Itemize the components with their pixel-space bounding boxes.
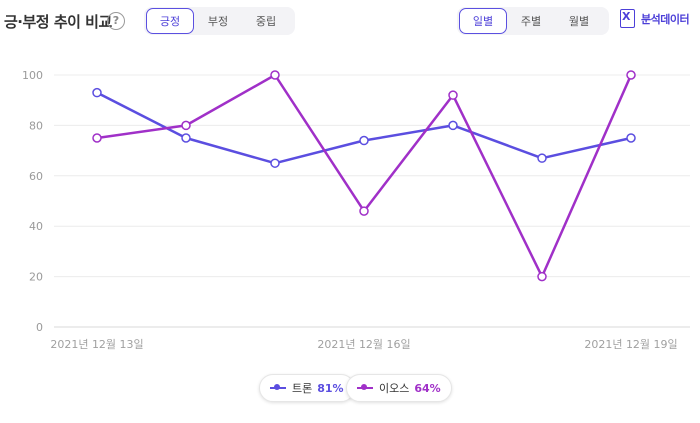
- y-tick-label: 60: [29, 170, 43, 183]
- data-point-0: [359, 135, 369, 146]
- chart-title: 긍·부정 추이 비교: [4, 13, 112, 31]
- data-point-0: [537, 153, 547, 163]
- data-point-0: [626, 133, 636, 143]
- period-tab-group: 일별 주별 월별: [457, 7, 609, 35]
- y-tick-label: 80: [29, 119, 43, 132]
- tab-daily[interactable]: 일별: [459, 8, 507, 34]
- x-tick-label: 2021년 12월 13일: [50, 337, 143, 351]
- data-point-1: [181, 120, 191, 131]
- line-chart: 0 20 40 60 80 100 2021년 12월 13일 2021년 12월 16일 20…: [22, 69, 690, 351]
- sentiment-tab-group: 긍정 부정 중립: [144, 7, 295, 35]
- data-point-1: [448, 90, 458, 100]
- tab-neutral[interactable]: 중립: [255, 15, 277, 28]
- tab-weekly[interactable]: 주별: [520, 15, 542, 28]
- tab-negative[interactable]: 부정: [207, 15, 229, 28]
- export-data-button[interactable]: X 분석데이터: [620, 9, 690, 28]
- legend-name: 이오스: [379, 382, 410, 395]
- legend-item-eos[interactable]: 이오스 64%: [346, 374, 452, 402]
- tab-monthly[interactable]: 월별: [568, 15, 590, 28]
- tab-positive[interactable]: 긍정: [146, 8, 194, 34]
- legend-marker-tron: [270, 384, 286, 392]
- data-point-0: [181, 133, 191, 143]
- data-point-1: [537, 271, 547, 282]
- data-point-1: [626, 70, 636, 80]
- data-point-0: [270, 158, 280, 168]
- data-point-0: [448, 120, 458, 131]
- data-point-1: [270, 70, 280, 80]
- x-tick-label: 2021년 12월 16일: [317, 337, 410, 351]
- legend-marker-eos: [357, 384, 373, 392]
- y-tick-label: 100: [22, 69, 43, 82]
- legend-percent: 64%: [414, 381, 441, 395]
- help-icon[interactable]: ?: [107, 12, 125, 30]
- y-tick-label: 0: [36, 321, 43, 334]
- legend-percent: 81%: [317, 381, 344, 395]
- data-point-1: [92, 133, 102, 143]
- data-point-0: [92, 87, 102, 98]
- excel-icon: X: [620, 9, 635, 28]
- export-label: 분석데이터: [641, 12, 690, 26]
- y-tick-label: 40: [29, 220, 43, 233]
- legend-item-tron[interactable]: 트론 81%: [259, 374, 355, 402]
- y-tick-label: 20: [29, 271, 43, 284]
- legend-name: 트론: [292, 382, 313, 395]
- x-tick-label: 2021년 12월 19일: [584, 337, 677, 351]
- data-point-1: [359, 206, 369, 216]
